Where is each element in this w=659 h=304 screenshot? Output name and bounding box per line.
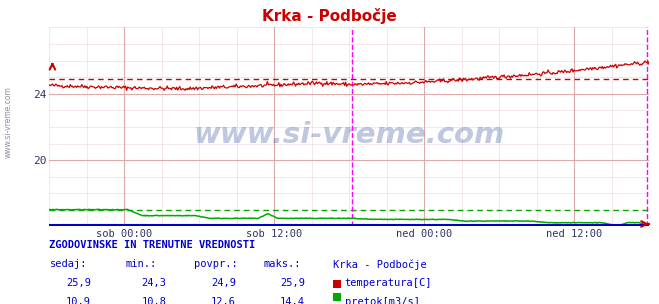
Text: 24,9: 24,9 <box>211 278 236 288</box>
Text: 12,6: 12,6 <box>211 297 236 304</box>
Text: www.si-vreme.com: www.si-vreme.com <box>4 86 13 157</box>
Text: ZGODOVINSKE IN TRENUTNE VREDNOSTI: ZGODOVINSKE IN TRENUTNE VREDNOSTI <box>49 240 256 250</box>
Text: Krka - Podbočje: Krka - Podbočje <box>333 259 426 270</box>
Text: 25,9: 25,9 <box>280 278 305 288</box>
Text: povpr.:: povpr.: <box>194 259 238 269</box>
Text: 14,4: 14,4 <box>280 297 305 304</box>
Text: pretok[m3/s]: pretok[m3/s] <box>345 297 420 304</box>
Text: 10,9: 10,9 <box>66 297 91 304</box>
Text: www.si-vreme.com: www.si-vreme.com <box>194 121 505 149</box>
Text: 24,3: 24,3 <box>142 278 167 288</box>
Text: 10,8: 10,8 <box>142 297 167 304</box>
Text: sedaj:: sedaj: <box>49 259 87 269</box>
Text: min.:: min.: <box>125 259 156 269</box>
Text: Krka - Podbočje: Krka - Podbočje <box>262 8 397 24</box>
Text: maks.:: maks.: <box>264 259 301 269</box>
Text: temperatura[C]: temperatura[C] <box>345 278 432 288</box>
Text: 25,9: 25,9 <box>66 278 91 288</box>
